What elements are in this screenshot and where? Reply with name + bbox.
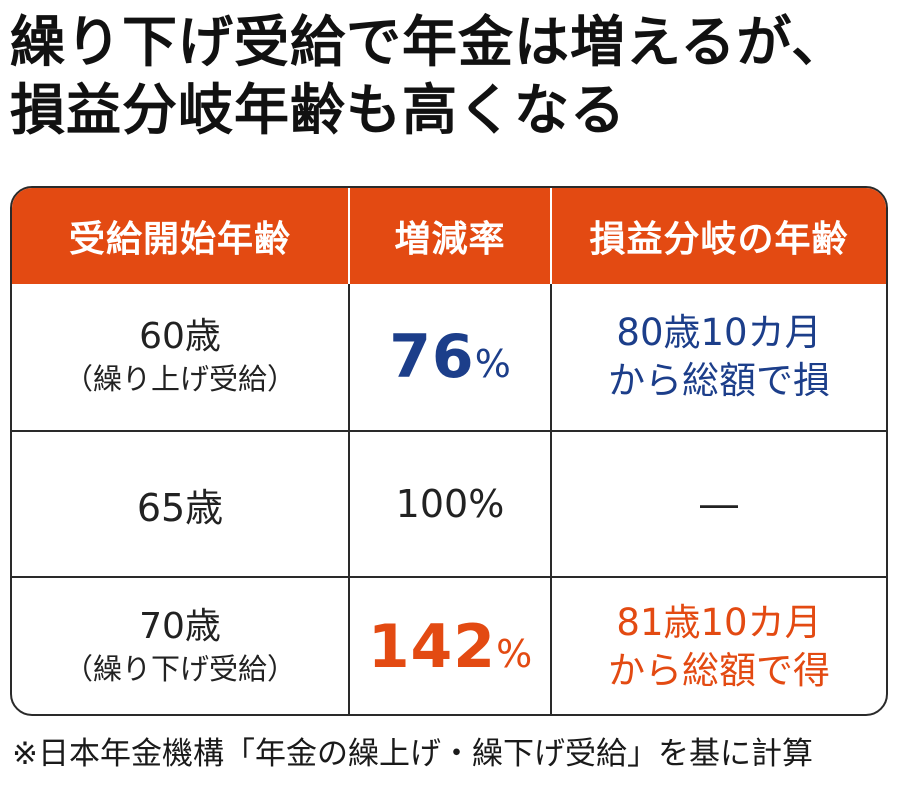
breakeven-line-2: から総額で得 (608, 649, 830, 692)
start-age-cell: 65歳 (12, 432, 350, 576)
rate-unit: % (474, 342, 511, 386)
breakeven-cell: 80歳10カ月 から総額で損 (552, 284, 886, 430)
start-age-cell: 60歳 （繰り上げ受給） (12, 284, 350, 430)
breakeven-cell: ― (552, 432, 886, 576)
breakeven-line-1: 80歳10カ月 (616, 311, 822, 354)
rate-cell: 76% (350, 284, 552, 430)
start-age-cell: 70歳 （繰り下げ受給） (12, 578, 350, 714)
age-label: 60歳 (139, 316, 221, 357)
rate-value: 76% (389, 322, 511, 392)
table-header: 受給開始年齢 増減率 損益分岐の年齢 (12, 188, 886, 284)
table-row: 65歳 100% ― (12, 430, 886, 576)
rate-value: 100% (395, 482, 505, 526)
age-note: （繰り上げ受給） (63, 362, 296, 396)
breakeven-value: ― (700, 482, 738, 526)
rate-unit: % (496, 632, 533, 676)
breakeven-line-2: から総額で損 (608, 359, 830, 402)
header-breakeven: 損益分岐の年齢 (589, 219, 849, 260)
title-line-1: 繰り下げ受給で年金は増えるが、 (10, 10, 848, 74)
rate-number: 142 (367, 612, 497, 682)
breakeven-cell: 81歳10カ月 から総額で得 (552, 578, 886, 714)
header-rate: 増減率 (350, 188, 552, 284)
age-note: （繰り下げ受給） (63, 652, 296, 686)
page-title: 繰り下げ受給で年金は増えるが、 損益分岐年齢も高くなる (10, 8, 890, 144)
age-label: 65歳 (136, 485, 224, 530)
rate-number: 76 (389, 322, 475, 392)
rate-cell: 142% (350, 578, 552, 714)
header-start-age: 受給開始年齢 (12, 188, 350, 284)
title-line-2: 損益分岐年齢も高くなる (10, 78, 627, 142)
pension-table: 受給開始年齢 増減率 損益分岐の年齢 60歳 （繰り上げ受給） 76% 80歳1… (10, 186, 888, 716)
table-row: 70歳 （繰り下げ受給） 142% 81歳10カ月 から総額で得 (12, 576, 886, 714)
table-row: 60歳 （繰り上げ受給） 76% 80歳10カ月 から総額で損 (12, 284, 886, 430)
breakeven-line-1: 81歳10カ月 (616, 601, 822, 644)
rate-value: 142% (368, 612, 532, 682)
source-footnote: ※日本年金機構「年金の繰上げ・繰下げ受給」を基に計算 (12, 736, 813, 772)
rate-cell: 100% (350, 432, 552, 576)
age-label: 70歳 (139, 606, 221, 647)
